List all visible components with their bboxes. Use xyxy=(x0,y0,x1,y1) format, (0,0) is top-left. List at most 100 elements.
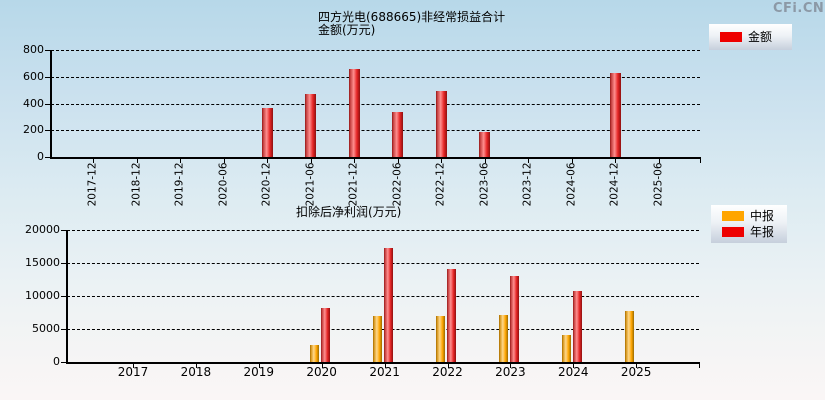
x-tick xyxy=(223,159,225,163)
bar-中报-2022 xyxy=(436,316,445,362)
y-axis-label: 15000 xyxy=(25,256,60,269)
x-axis xyxy=(66,362,700,364)
x-tick xyxy=(136,159,138,163)
x-tick xyxy=(180,159,181,163)
x-tick xyxy=(441,159,442,163)
x-tick xyxy=(528,159,529,163)
gridline xyxy=(67,263,699,264)
x-tick xyxy=(93,159,94,163)
gridline xyxy=(51,50,700,51)
x-tick xyxy=(133,364,134,368)
legend-swatch-annual xyxy=(722,227,744,237)
bar-中报-2023 xyxy=(498,315,508,362)
x-tick xyxy=(321,364,323,368)
bar-金额-2021-12 xyxy=(348,69,360,157)
legend-reports: 中报 年报 xyxy=(711,205,787,243)
bar-年报-2023 xyxy=(509,276,519,362)
legend-label-annual: 年报 xyxy=(750,225,775,239)
x-tick xyxy=(573,364,575,368)
y-axis-label: 200 xyxy=(23,123,44,137)
bottom-chart-title: 扣除后净利润(万元) xyxy=(296,205,402,219)
bar-金额-2021-06 xyxy=(305,94,316,157)
x-axis-label: 2019 xyxy=(243,365,275,379)
y-tick xyxy=(45,103,51,105)
bar-金额-2020-12 xyxy=(261,107,273,157)
y-tick xyxy=(61,230,67,231)
x-tick xyxy=(195,364,197,368)
y-axis-label: 800 xyxy=(23,43,44,56)
y-tick xyxy=(45,50,51,51)
y-tick xyxy=(61,263,67,264)
x-axis-end-tick xyxy=(699,364,700,368)
y-axis-label: 0 xyxy=(53,355,60,368)
y-tick xyxy=(45,76,51,78)
legend-row-amount: 金额 xyxy=(709,31,792,43)
y-tick xyxy=(61,296,67,297)
y-axis-label: 20000 xyxy=(25,223,60,236)
y-axis-label: 10000 xyxy=(25,289,60,302)
gridline xyxy=(51,103,700,105)
top-chart-title: 四方光电(688665)非经常损益合计 金额(万元) xyxy=(318,11,505,37)
x-tick xyxy=(615,159,616,163)
x-tick xyxy=(447,364,449,368)
y-tick xyxy=(45,130,51,132)
legend-swatch-interim xyxy=(722,211,744,221)
bar-金额-2023-06 xyxy=(479,131,490,157)
y-axis-label: 600 xyxy=(23,69,44,83)
x-tick xyxy=(510,364,512,368)
legend-label-amount: 金额 xyxy=(748,30,773,44)
x-axis-label: 2017 xyxy=(117,365,149,379)
x-axis-end-tick xyxy=(700,159,701,163)
x-tick xyxy=(354,159,355,163)
x-tick xyxy=(636,364,638,368)
y-tick xyxy=(61,362,67,363)
y-axis xyxy=(50,50,52,157)
bar-中报-2025 xyxy=(624,310,634,362)
bar-中报-2024 xyxy=(561,334,571,362)
cfi-watermark: CFi.CN xyxy=(773,1,825,16)
legend-row-interim: 中报 xyxy=(711,210,787,222)
x-axis-label: 2023 xyxy=(495,365,526,379)
gridline xyxy=(67,329,699,330)
y-axis-label: 0 xyxy=(37,150,44,163)
bar-金额-2022-12 xyxy=(435,90,447,157)
y-axis xyxy=(66,230,68,362)
bar-年报-2021 xyxy=(384,247,394,362)
y-axis-label: 5000 xyxy=(32,322,60,335)
x-tick xyxy=(384,364,386,368)
x-tick xyxy=(258,364,260,368)
x-axis-label: 2022 xyxy=(432,365,463,379)
legend-row-annual: 年报 xyxy=(711,226,787,238)
x-tick xyxy=(397,159,399,163)
x-axis xyxy=(50,157,701,159)
x-tick xyxy=(571,159,573,163)
gridline xyxy=(67,296,699,297)
x-axis-label: 2020 xyxy=(306,365,337,379)
x-tick xyxy=(267,159,268,163)
bar-年报-2020 xyxy=(321,307,331,362)
top-chart-title-line2: 金额(万元) xyxy=(318,23,376,37)
bar-金额-2022-06 xyxy=(392,111,403,157)
x-axis-label: 2021 xyxy=(369,365,400,379)
bar-中报-2021 xyxy=(373,315,383,362)
y-axis-label: 400 xyxy=(23,96,44,110)
top-chart-title-line1: 四方光电(688665)非经常损益合计 xyxy=(318,10,506,24)
x-tick xyxy=(310,159,312,163)
legend-amount: 金额 xyxy=(709,24,792,50)
x-axis-label: 2024 xyxy=(558,365,589,379)
bar-年报-2022 xyxy=(447,268,456,362)
x-tick xyxy=(658,159,660,163)
legend-swatch-amount xyxy=(720,32,742,42)
gridline xyxy=(51,130,700,132)
y-tick xyxy=(45,157,51,158)
x-axis-label: 2025 xyxy=(620,365,652,379)
bar-中报-2020 xyxy=(310,344,320,362)
x-axis-label: 2018 xyxy=(180,365,212,379)
gridline xyxy=(51,76,700,78)
bar-金额-2024-12 xyxy=(609,72,621,157)
gridline xyxy=(67,230,699,231)
y-tick xyxy=(61,329,67,330)
